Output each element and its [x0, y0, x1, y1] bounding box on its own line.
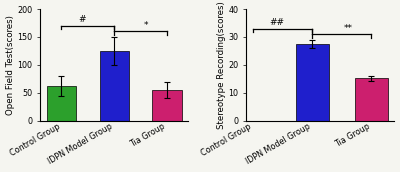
Text: **: ** [343, 24, 352, 33]
Text: ##: ## [269, 18, 284, 27]
Bar [100, 51, 129, 121]
Bar [152, 90, 182, 121]
Text: *: * [144, 21, 148, 30]
Text: #: # [79, 15, 86, 24]
Y-axis label: Stereotype Recording(scores): Stereotype Recording(scores) [217, 1, 226, 129]
Y-axis label: Open Field Test(scores): Open Field Test(scores) [6, 15, 14, 115]
Bar [47, 86, 76, 121]
Bar [355, 78, 388, 121]
Bar [296, 44, 328, 121]
